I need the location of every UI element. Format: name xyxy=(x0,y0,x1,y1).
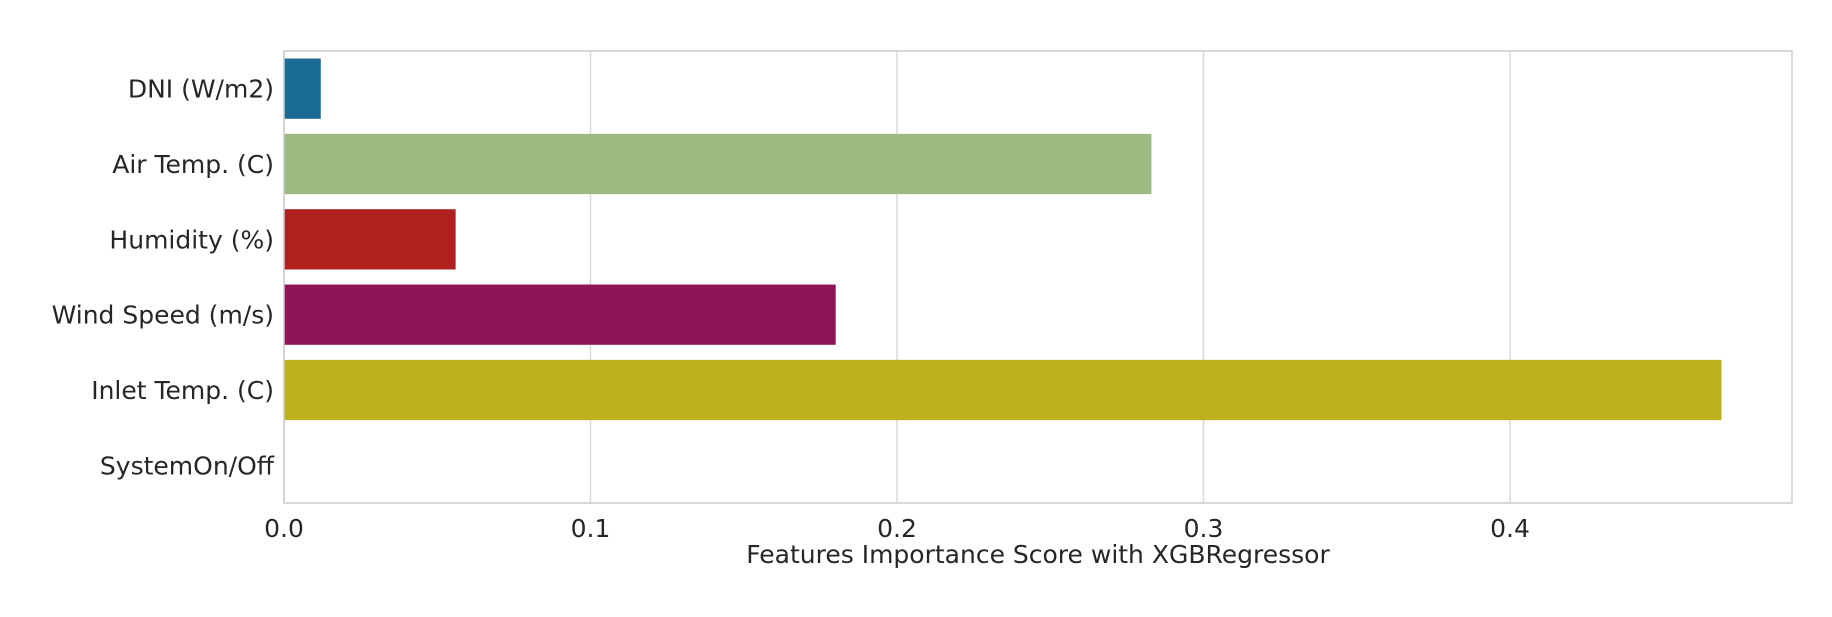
x-tick-label: 0.3 xyxy=(1184,514,1224,543)
plot-background xyxy=(284,51,1792,503)
bar xyxy=(284,359,1722,421)
y-tick-labels: DNI (W/m2) Air Temp. (C) Humidity (%) Wind … xyxy=(52,75,275,481)
y-tick-label: Wind Speed (m/s) xyxy=(52,301,274,330)
bar xyxy=(284,209,456,270)
bars xyxy=(284,58,1722,421)
x-tick-label: 0.4 xyxy=(1490,514,1530,543)
bar xyxy=(284,58,321,119)
y-tick-label: Air Temp. (C) xyxy=(112,150,274,179)
y-tick-label: SystemOn/Off xyxy=(100,451,275,480)
y-tick-label: Humidity (%) xyxy=(109,225,274,254)
x-tick-label: 0.0 xyxy=(264,514,304,543)
bar xyxy=(284,284,836,345)
x-axis-title: Features Importance Score with XGBRegres… xyxy=(746,540,1330,569)
y-tick-label: Inlet Temp. (C) xyxy=(91,376,274,405)
y-tick-label: DNI (W/m2) xyxy=(128,75,274,104)
x-tick-labels: 0.0 0.1 0.2 0.3 0.4 xyxy=(264,514,1530,543)
plot-frame xyxy=(283,50,1793,504)
x-tick-label: 0.1 xyxy=(571,514,611,543)
x-tick-label: 0.2 xyxy=(877,514,917,543)
bar xyxy=(284,133,1152,195)
